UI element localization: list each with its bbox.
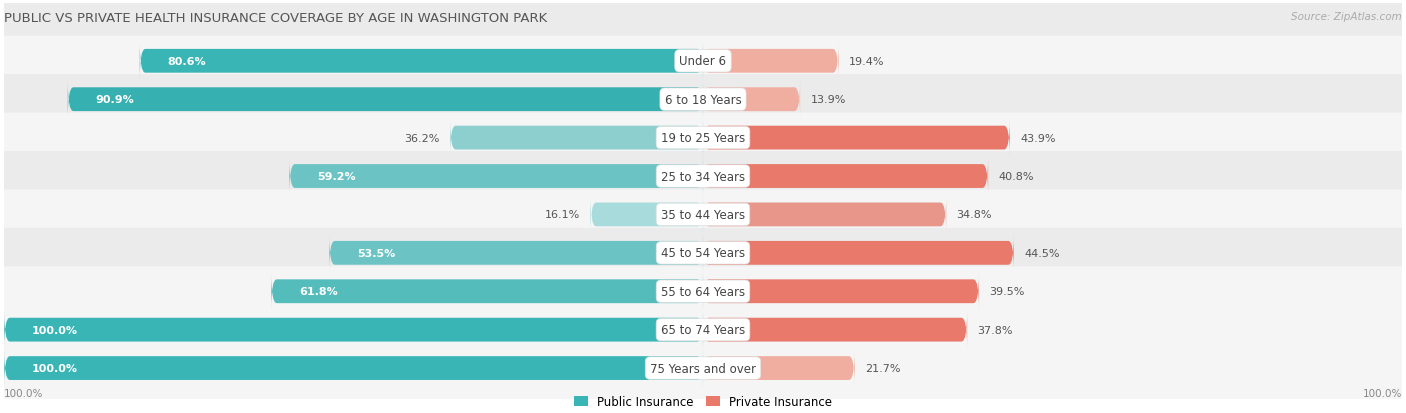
FancyBboxPatch shape: [290, 158, 703, 195]
FancyBboxPatch shape: [703, 158, 988, 195]
FancyBboxPatch shape: [703, 235, 1014, 272]
Text: Source: ZipAtlas.com: Source: ZipAtlas.com: [1291, 12, 1402, 22]
Text: 65 to 74 Years: 65 to 74 Years: [661, 323, 745, 336]
Text: Under 6: Under 6: [679, 55, 727, 68]
FancyBboxPatch shape: [703, 43, 838, 81]
FancyBboxPatch shape: [271, 273, 703, 310]
Text: 13.9%: 13.9%: [811, 95, 846, 105]
Text: 80.6%: 80.6%: [167, 57, 207, 66]
FancyBboxPatch shape: [329, 235, 703, 272]
Text: 55 to 64 Years: 55 to 64 Years: [661, 285, 745, 298]
Text: 34.8%: 34.8%: [956, 210, 993, 220]
FancyBboxPatch shape: [703, 273, 979, 310]
Text: 100.0%: 100.0%: [1362, 388, 1402, 398]
Text: 75 Years and over: 75 Years and over: [650, 362, 756, 375]
FancyBboxPatch shape: [0, 152, 1406, 355]
Text: 37.8%: 37.8%: [977, 325, 1014, 335]
FancyBboxPatch shape: [703, 311, 967, 349]
FancyBboxPatch shape: [703, 196, 946, 234]
Text: 6 to 18 Years: 6 to 18 Years: [665, 93, 741, 107]
FancyBboxPatch shape: [703, 81, 800, 119]
FancyBboxPatch shape: [0, 0, 1406, 202]
Text: 39.5%: 39.5%: [990, 287, 1025, 297]
Text: 19 to 25 Years: 19 to 25 Years: [661, 132, 745, 145]
FancyBboxPatch shape: [4, 311, 703, 349]
Text: 43.9%: 43.9%: [1021, 133, 1056, 143]
Text: 36.2%: 36.2%: [404, 133, 440, 143]
FancyBboxPatch shape: [0, 113, 1406, 316]
FancyBboxPatch shape: [0, 0, 1406, 163]
Text: 40.8%: 40.8%: [998, 171, 1033, 182]
Text: 35 to 44 Years: 35 to 44 Years: [661, 209, 745, 221]
FancyBboxPatch shape: [0, 190, 1406, 393]
Text: 100.0%: 100.0%: [32, 325, 79, 335]
FancyBboxPatch shape: [0, 75, 1406, 278]
Text: 44.5%: 44.5%: [1025, 248, 1060, 258]
FancyBboxPatch shape: [0, 267, 1406, 413]
FancyBboxPatch shape: [139, 43, 703, 81]
FancyBboxPatch shape: [703, 349, 855, 387]
Text: 21.7%: 21.7%: [865, 363, 901, 373]
Text: 53.5%: 53.5%: [357, 248, 395, 258]
Text: 100.0%: 100.0%: [4, 388, 44, 398]
Text: 19.4%: 19.4%: [849, 57, 884, 66]
FancyBboxPatch shape: [450, 119, 703, 157]
FancyBboxPatch shape: [0, 228, 1406, 413]
FancyBboxPatch shape: [591, 196, 703, 234]
FancyBboxPatch shape: [4, 349, 703, 387]
Text: 45 to 54 Years: 45 to 54 Years: [661, 247, 745, 260]
Text: PUBLIC VS PRIVATE HEALTH INSURANCE COVERAGE BY AGE IN WASHINGTON PARK: PUBLIC VS PRIVATE HEALTH INSURANCE COVER…: [4, 12, 547, 25]
FancyBboxPatch shape: [67, 81, 703, 119]
FancyBboxPatch shape: [703, 119, 1010, 157]
Text: 59.2%: 59.2%: [318, 171, 356, 182]
Legend: Public Insurance, Private Insurance: Public Insurance, Private Insurance: [569, 390, 837, 413]
FancyBboxPatch shape: [0, 37, 1406, 240]
Text: 90.9%: 90.9%: [96, 95, 135, 105]
Text: 100.0%: 100.0%: [32, 363, 79, 373]
Text: 25 to 34 Years: 25 to 34 Years: [661, 170, 745, 183]
Text: 61.8%: 61.8%: [299, 287, 337, 297]
Text: 16.1%: 16.1%: [544, 210, 581, 220]
